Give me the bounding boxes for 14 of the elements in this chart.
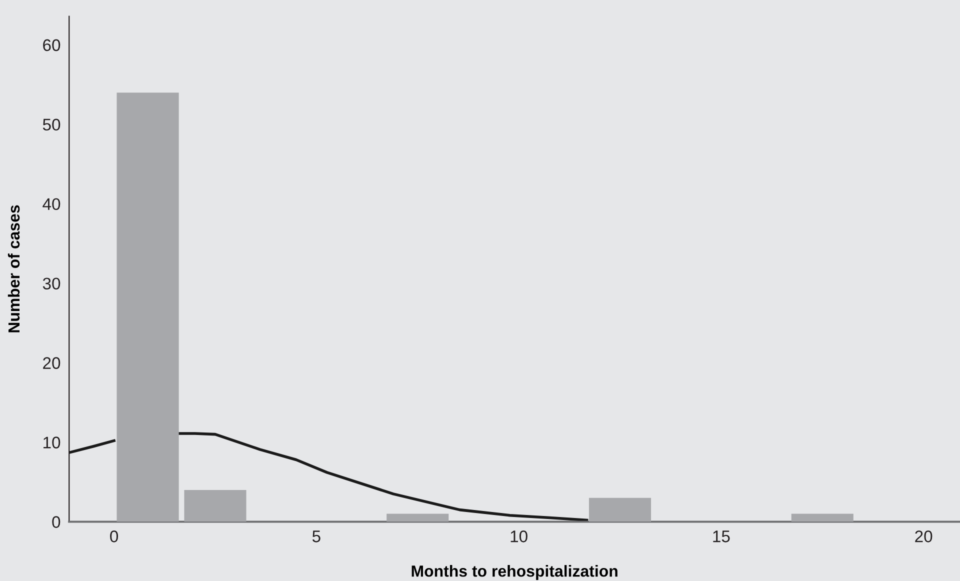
y-axis-title: Number of cases <box>8 205 20 332</box>
y-tick-label: 10 <box>44 436 60 448</box>
x-tick-label: 15 <box>713 530 730 542</box>
y-tick-label: 30 <box>42 278 60 290</box>
y-tick-label: 20 <box>43 357 60 369</box>
x-tick-label: 0 <box>110 530 118 542</box>
y-tick-label: 0 <box>52 516 60 528</box>
y-tick-label: 40 <box>42 198 60 210</box>
x-tick-label: 20 <box>915 530 932 542</box>
y-tick-label: 50 <box>42 118 60 131</box>
x-axis-title: Months to rehospitalization <box>412 565 618 580</box>
x-tick-label: 10 <box>510 530 528 542</box>
y-tick-label: 60 <box>43 39 60 52</box>
x-tick-label: 5 <box>312 530 320 542</box>
